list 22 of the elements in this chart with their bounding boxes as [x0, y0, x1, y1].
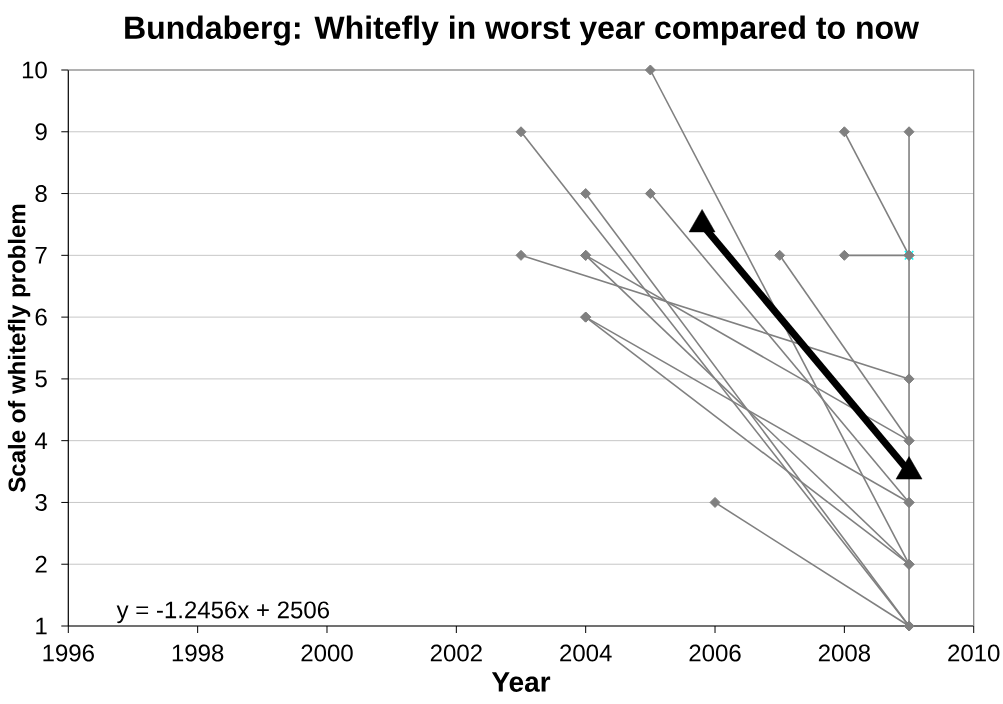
x-tick-label: 2006	[689, 644, 741, 662]
y-tick-label: 2	[35, 555, 47, 573]
x-tick-label: 2002	[430, 644, 482, 662]
y-tick-label: 10	[22, 61, 47, 79]
y-tick-label: 1	[36, 617, 47, 635]
y-tick-label: 5	[35, 370, 47, 388]
y-tick-label: 8	[35, 185, 47, 203]
annotation: y = -1.2456x + 2506	[116, 601, 329, 624]
y-tick-label: 6	[35, 308, 47, 326]
x-tick-label: 2000	[301, 644, 353, 662]
x-tick-label: 1998	[172, 644, 224, 662]
y-tick-label: 3	[35, 493, 47, 511]
x-tick-label: 2010	[948, 644, 1000, 662]
y-tick-label: 4	[34, 432, 48, 449]
x-tick-label: 2008	[818, 644, 871, 662]
x-axis-title: Year	[491, 672, 551, 692]
y-axis-title: Scale of whitefly problem	[7, 204, 31, 493]
x-tick-label: 1996	[43, 644, 94, 662]
chart-title: Bundaberg: Whitefly in worst year compared to now	[125, 15, 920, 46]
y-tick-label: 9	[35, 123, 47, 141]
y-tick-label: 7	[35, 247, 47, 264]
x-tick-label: 2004	[560, 644, 612, 662]
